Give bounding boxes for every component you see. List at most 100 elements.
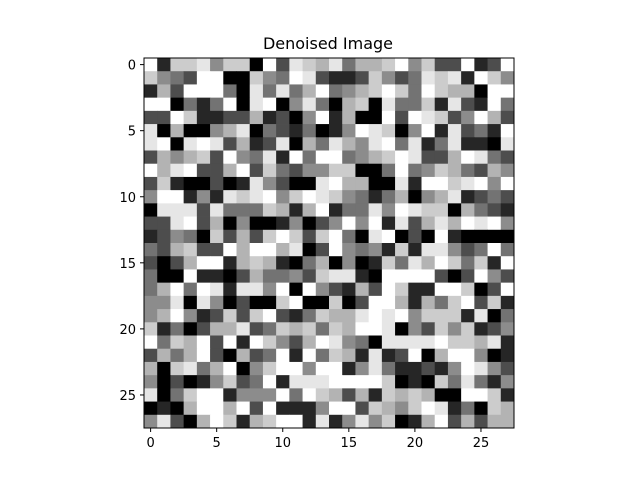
heatmap-cell <box>500 71 515 85</box>
heatmap-cell <box>434 58 449 72</box>
heatmap-cell <box>276 150 290 165</box>
heatmap-cell <box>395 348 409 363</box>
heatmap-cell <box>500 388 515 402</box>
heatmap-cell <box>196 401 211 416</box>
heatmap-cell <box>395 375 409 389</box>
heatmap-cell <box>447 110 462 125</box>
heatmap-cell <box>183 190 198 204</box>
heatmap-cell <box>210 203 224 217</box>
heatmap-cell <box>329 335 343 350</box>
heatmap-cell <box>315 401 330 416</box>
heatmap-cell <box>461 309 475 323</box>
heatmap-cell <box>329 361 343 376</box>
heatmap-cell <box>196 309 211 323</box>
heatmap-cell <box>461 110 475 125</box>
heatmap-cell <box>447 375 462 389</box>
heatmap-cell <box>236 58 251 72</box>
heatmap-cell <box>368 295 383 310</box>
heatmap-cell <box>236 163 251 178</box>
heatmap-cell <box>474 335 488 350</box>
heatmap-cell <box>236 388 251 402</box>
heatmap-cell <box>249 163 264 178</box>
heatmap-cell <box>395 243 409 257</box>
heatmap-cell <box>210 216 224 231</box>
heatmap-cell <box>474 190 488 204</box>
heatmap-cell <box>342 335 356 350</box>
heatmap-cell <box>289 97 303 112</box>
heatmap-cell <box>500 269 515 284</box>
heatmap-cell <box>249 176 264 191</box>
heatmap-cell <box>302 203 317 217</box>
heatmap-cell <box>183 58 198 72</box>
heatmap-cell <box>368 401 383 416</box>
heatmap-cell <box>434 388 449 402</box>
heatmap-cell <box>262 176 277 191</box>
heatmap-cell <box>434 137 449 151</box>
heatmap-cell <box>395 401 409 416</box>
heatmap-cell <box>474 150 488 165</box>
heatmap-cell <box>447 58 462 72</box>
heatmap-cell <box>276 309 290 323</box>
heatmap-cell <box>500 176 515 191</box>
heatmap-cell <box>342 375 356 389</box>
heatmap-cell <box>157 401 171 416</box>
heatmap-cell <box>236 229 251 244</box>
heatmap-cell <box>249 256 264 270</box>
heatmap-cell <box>196 282 211 297</box>
heatmap-cell <box>368 414 383 429</box>
heatmap-cell <box>144 84 158 99</box>
heatmap-cell <box>487 309 502 323</box>
heatmap-cell <box>447 414 462 429</box>
heatmap-cell <box>302 401 317 416</box>
heatmap-cell <box>183 401 198 416</box>
heatmap-cell <box>461 388 475 402</box>
heatmap-cell <box>196 243 211 257</box>
heatmap-cell <box>421 58 436 72</box>
heatmap-cell <box>355 309 370 323</box>
heatmap-cell <box>461 176 475 191</box>
heatmap-cell <box>210 282 224 297</box>
heatmap-cell <box>170 229 185 244</box>
heatmap-cell <box>355 203 370 217</box>
heatmap-cell <box>223 229 237 244</box>
heatmap-cell <box>236 348 251 363</box>
heatmap-cell <box>157 309 171 323</box>
heatmap-cell <box>315 388 330 402</box>
heatmap-cell <box>183 71 198 85</box>
heatmap-cell <box>223 401 237 416</box>
heatmap-cell <box>196 97 211 112</box>
heatmap-cell <box>395 150 409 165</box>
heatmap-cell <box>289 203 303 217</box>
heatmap-cell <box>302 388 317 402</box>
x-tick-label: 5 <box>213 436 221 451</box>
heatmap-cell <box>368 375 383 389</box>
heatmap-cell <box>500 243 515 257</box>
heatmap-cell <box>421 295 436 310</box>
heatmap-cell <box>262 401 277 416</box>
heatmap-cell <box>487 150 502 165</box>
heatmap-cell <box>368 203 383 217</box>
heatmap-cell <box>342 414 356 429</box>
y-tick-label: 10 <box>119 191 136 206</box>
heatmap-cell <box>329 84 343 99</box>
heatmap-cell <box>183 256 198 270</box>
heatmap-cell <box>461 269 475 284</box>
heatmap-cell <box>170 282 185 297</box>
heatmap-cell <box>408 71 422 85</box>
heatmap-cell <box>289 216 303 231</box>
heatmap-cell <box>262 295 277 310</box>
heatmap-cell <box>223 137 237 151</box>
heatmap-cell <box>487 243 502 257</box>
heatmap-cell <box>355 137 370 151</box>
heatmap-cell <box>223 388 237 402</box>
heatmap-cell <box>408 256 422 270</box>
heatmap-cell <box>157 243 171 257</box>
heatmap-cell <box>249 309 264 323</box>
heatmap-cell <box>144 176 158 191</box>
heatmap-cell <box>315 216 330 231</box>
heatmap-cell <box>474 137 488 151</box>
heatmap-cell <box>487 401 502 416</box>
heatmap-cell <box>381 348 396 363</box>
heatmap-cell <box>262 388 277 402</box>
heatmap-cell <box>223 335 237 350</box>
